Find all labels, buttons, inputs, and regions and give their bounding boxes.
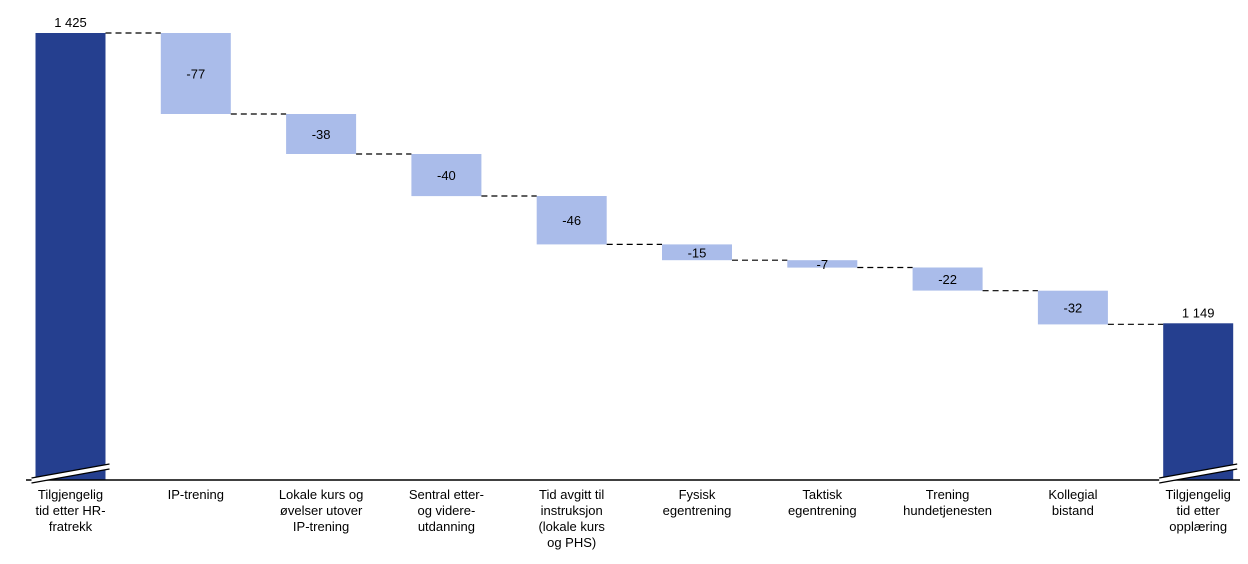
delta-bar [662, 244, 732, 261]
value-label: -40 [437, 168, 456, 183]
axis-break-line [31, 468, 110, 484]
value-label: -38 [312, 127, 331, 142]
axis-break-line [1159, 463, 1238, 479]
total-bar [35, 33, 106, 480]
axis-break-line [1159, 468, 1238, 484]
delta-bar [1037, 290, 1108, 325]
value-labels-layer: 1 425 -77 -38 -40 -46 -15 -7 -22 -32 1 149 [54, 15, 1214, 320]
axis-break-line [31, 463, 110, 479]
category-label: Fysisk egentrening [662, 487, 732, 518]
delta-bar [787, 260, 858, 268]
category-label: Tilgjengelig tid etter opplæring [1165, 487, 1231, 534]
value-label: -77 [186, 67, 205, 82]
category-label: Tid avgitt til instruksjon (lokale kurs … [538, 487, 605, 550]
value-label: 1 425 [54, 15, 87, 30]
value-label: -22 [938, 272, 957, 287]
value-label: -32 [1064, 301, 1083, 316]
category-label: Tilgjengelig tid etter HR- fratrekk [35, 487, 106, 534]
value-label: -7 [817, 257, 829, 272]
category-label: IP-trening [167, 487, 224, 502]
delta-bar [286, 114, 357, 154]
category-label: Kollegial bistand [1048, 487, 1098, 518]
axis-break-gap [31, 464, 110, 483]
category-label: Lokale kurs og øvelser utover IP-trening [278, 487, 364, 534]
axis-break-gap [1159, 464, 1238, 483]
delta-bar [411, 154, 482, 197]
value-label: -46 [562, 213, 581, 228]
connectors-layer [105, 32, 1164, 325]
category-label: Trening hundetjenesten [903, 487, 993, 518]
delta-bar [160, 33, 231, 114]
axis-breaks-layer [31, 463, 1238, 484]
total-bar [1163, 323, 1234, 480]
category-label: Taktisk egentrening [787, 487, 857, 518]
value-label: -15 [688, 245, 707, 260]
category-label: Sentral etter- og videre- utdanning [408, 487, 484, 534]
delta-bar [912, 267, 983, 291]
value-label: 1 149 [1182, 305, 1215, 320]
delta-bar [536, 196, 607, 245]
bars-layer [35, 33, 1234, 480]
